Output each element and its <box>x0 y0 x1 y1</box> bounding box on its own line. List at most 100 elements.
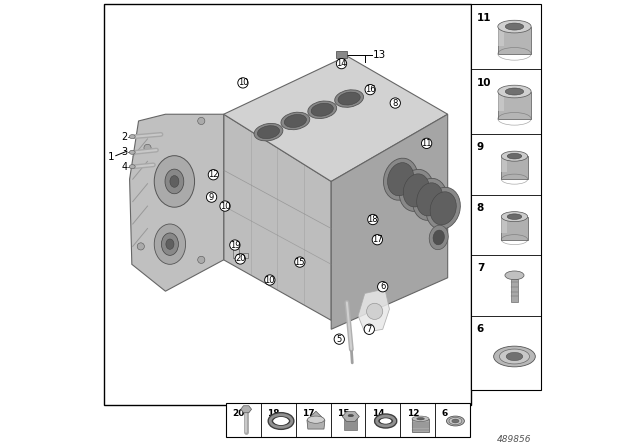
Ellipse shape <box>413 178 447 220</box>
Ellipse shape <box>449 418 462 425</box>
Text: 20: 20 <box>235 254 246 263</box>
Circle shape <box>198 256 205 263</box>
Circle shape <box>208 170 218 180</box>
Ellipse shape <box>161 233 179 255</box>
Ellipse shape <box>417 418 424 420</box>
Bar <box>472 4 541 390</box>
Text: 15: 15 <box>337 409 349 418</box>
Text: 17: 17 <box>302 409 315 418</box>
Polygon shape <box>342 412 359 422</box>
Ellipse shape <box>274 417 288 425</box>
Polygon shape <box>130 114 224 291</box>
Ellipse shape <box>447 416 465 426</box>
Polygon shape <box>498 91 504 111</box>
Text: 4: 4 <box>121 162 127 172</box>
Polygon shape <box>307 411 325 429</box>
Text: 5: 5 <box>337 335 342 344</box>
Ellipse shape <box>506 88 524 95</box>
Text: 7: 7 <box>477 263 484 273</box>
Text: 12: 12 <box>208 170 219 179</box>
Text: 20: 20 <box>232 409 244 418</box>
Text: 17: 17 <box>372 235 383 244</box>
Text: 1: 1 <box>108 152 114 162</box>
Circle shape <box>378 282 388 292</box>
Ellipse shape <box>154 224 186 264</box>
Polygon shape <box>498 26 504 46</box>
Circle shape <box>144 144 151 151</box>
Bar <box>104 4 470 405</box>
Ellipse shape <box>508 214 522 220</box>
Text: 10: 10 <box>237 78 248 87</box>
Ellipse shape <box>498 85 531 98</box>
Ellipse shape <box>508 153 522 159</box>
Text: 19: 19 <box>230 241 240 250</box>
Ellipse shape <box>281 112 310 130</box>
Ellipse shape <box>501 151 527 161</box>
Text: 9: 9 <box>477 142 484 152</box>
Polygon shape <box>501 217 527 240</box>
Circle shape <box>422 138 432 148</box>
Ellipse shape <box>429 225 448 250</box>
Text: 14: 14 <box>372 409 385 418</box>
Ellipse shape <box>308 101 337 119</box>
Polygon shape <box>501 156 527 179</box>
Ellipse shape <box>284 115 307 127</box>
Ellipse shape <box>506 23 524 30</box>
Ellipse shape <box>257 126 280 138</box>
Ellipse shape <box>501 211 527 222</box>
Polygon shape <box>358 289 389 332</box>
Ellipse shape <box>380 418 391 424</box>
Text: 7: 7 <box>367 325 372 334</box>
Polygon shape <box>412 419 429 432</box>
Ellipse shape <box>129 135 135 139</box>
Ellipse shape <box>338 92 360 105</box>
Ellipse shape <box>335 90 364 108</box>
Text: 14: 14 <box>336 59 347 68</box>
Ellipse shape <box>399 169 433 211</box>
Ellipse shape <box>493 346 535 367</box>
Circle shape <box>230 240 240 250</box>
Text: 6: 6 <box>380 282 385 291</box>
Ellipse shape <box>165 169 184 194</box>
Ellipse shape <box>505 271 524 280</box>
Text: 10: 10 <box>477 78 492 87</box>
Ellipse shape <box>388 163 413 196</box>
Bar <box>226 403 470 437</box>
Ellipse shape <box>412 416 429 422</box>
Text: 6: 6 <box>477 324 484 334</box>
Ellipse shape <box>129 165 135 169</box>
Polygon shape <box>498 26 531 54</box>
Text: 16: 16 <box>365 85 376 94</box>
Circle shape <box>238 78 248 88</box>
Ellipse shape <box>506 353 523 361</box>
Text: 18: 18 <box>267 409 280 418</box>
Polygon shape <box>233 249 248 258</box>
Ellipse shape <box>383 158 418 200</box>
Circle shape <box>220 201 230 211</box>
Ellipse shape <box>426 187 460 229</box>
Circle shape <box>364 324 374 334</box>
Ellipse shape <box>307 416 324 423</box>
Circle shape <box>207 192 217 202</box>
Ellipse shape <box>417 183 443 216</box>
Polygon shape <box>501 217 507 233</box>
Text: 11: 11 <box>421 139 432 148</box>
Text: 10: 10 <box>220 202 230 211</box>
Text: 489856: 489856 <box>497 435 531 444</box>
Ellipse shape <box>499 349 529 364</box>
Circle shape <box>137 243 145 250</box>
Text: 8: 8 <box>392 99 398 108</box>
Circle shape <box>390 98 401 108</box>
Circle shape <box>235 254 245 264</box>
Polygon shape <box>224 114 332 320</box>
Text: 8: 8 <box>477 203 484 213</box>
Polygon shape <box>498 91 531 119</box>
Ellipse shape <box>498 20 531 33</box>
Polygon shape <box>241 406 252 413</box>
Polygon shape <box>224 56 448 181</box>
Bar <box>336 51 347 58</box>
Text: 12: 12 <box>406 409 419 418</box>
Circle shape <box>367 303 383 319</box>
Text: 6: 6 <box>442 409 448 418</box>
Circle shape <box>372 235 383 245</box>
